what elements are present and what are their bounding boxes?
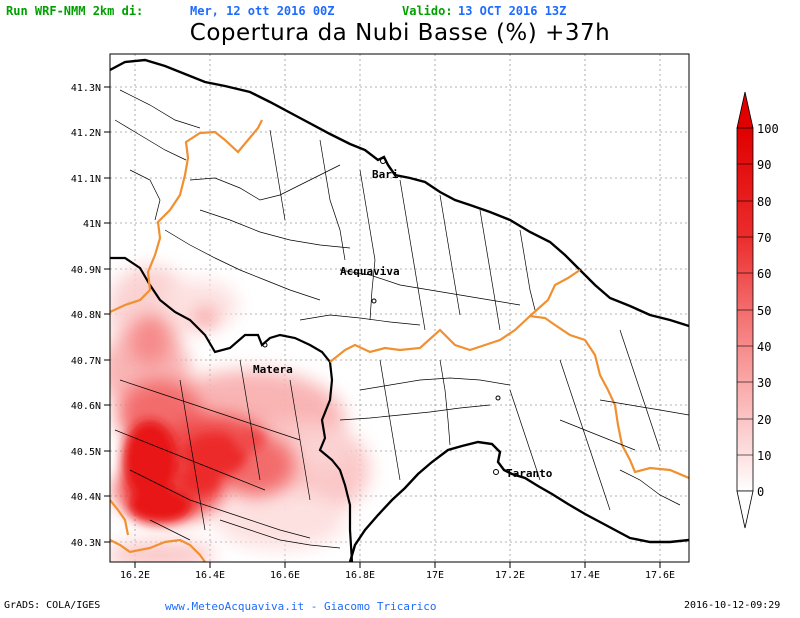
colorbar-label: 20	[757, 413, 771, 427]
colorbar-label: 70	[757, 231, 771, 245]
colorbar	[736, 91, 754, 529]
lon-label: 17.6E	[645, 570, 675, 581]
region-borders	[110, 119, 689, 562]
colorbar-label: 100	[757, 122, 779, 136]
plot-frame	[109, 53, 690, 563]
lon-label: 17.2E	[495, 570, 525, 581]
city-label-bari: Bari	[372, 168, 399, 181]
lon-label: 17E	[426, 570, 444, 581]
lon-label: 16.4E	[195, 570, 225, 581]
lat-label: 40.5N	[71, 447, 101, 458]
lat-label: 40.3N	[71, 538, 101, 549]
colorbar-label: 90	[757, 158, 771, 172]
tick-marks	[104, 86, 661, 568]
coastline-ionian	[348, 440, 689, 562]
valid-label: Valido:	[402, 4, 453, 18]
colorbar-label: 0	[757, 485, 764, 499]
lon-label: 16.2E	[120, 570, 150, 581]
footer-credit: GrADS: COLA/IGES	[4, 600, 101, 611]
valid-date: 13 OCT 2016 13Z	[458, 4, 567, 18]
city-label-matera: Matera	[253, 363, 293, 376]
lon-label: 16.6E	[270, 570, 300, 581]
municipal-borders	[114, 89, 689, 549]
colorbar-label: 10	[757, 449, 771, 463]
footer-timestamp: 2016-10-12-09:29	[684, 600, 781, 611]
lat-label: 40.4N	[71, 492, 101, 503]
lat-label: 40.8N	[71, 310, 101, 321]
lat-label: 40.9N	[71, 265, 101, 276]
colorbar-label: 50	[757, 304, 771, 318]
province-border	[110, 256, 354, 562]
coastline-adriatic	[110, 58, 689, 328]
colorbar-label: 80	[757, 195, 771, 209]
lat-label: 41.3N	[71, 83, 101, 94]
footer-website-link[interactable]: www.MeteoAcquaviva.it - Giacomo Tricaric…	[165, 600, 437, 613]
lat-label: 41.1N	[71, 174, 101, 185]
lat-label: 41.2N	[71, 128, 101, 139]
colorbar-label: 30	[757, 376, 771, 390]
colorbar-label: 60	[757, 267, 771, 281]
run-label: Run WRF-NMM 2km di:	[6, 4, 144, 18]
lat-label: 40.6N	[71, 401, 101, 412]
lat-label: 41N	[83, 219, 101, 230]
lon-label: 17.4E	[570, 570, 600, 581]
colorbar-label: 40	[757, 340, 771, 354]
map-title: Copertura da Nubi Basse (%) +37h	[189, 20, 611, 46]
city-label-taranto: Taranto	[506, 467, 553, 480]
run-date: Mer, 12 ott 2016 00Z	[190, 4, 335, 18]
lat-label: 40.7N	[71, 356, 101, 367]
city-label-acquaviva: Acquaviva	[340, 265, 400, 278]
lon-label: 16.8E	[345, 570, 375, 581]
city-markers	[262, 158, 501, 475]
